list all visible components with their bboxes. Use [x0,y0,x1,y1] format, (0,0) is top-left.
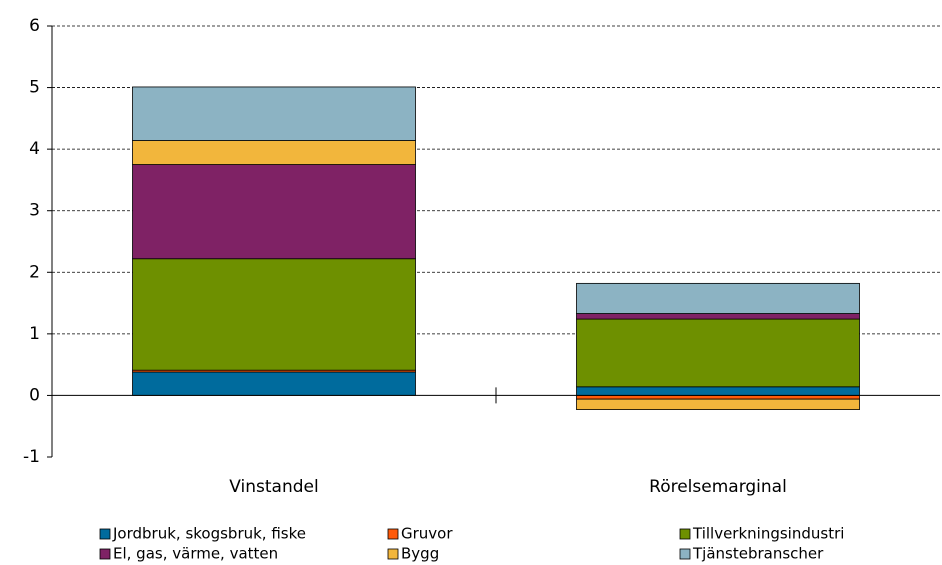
bar-segment [576,318,860,388]
y-tick-label: -1 [23,447,40,467]
legend-marker [387,528,399,540]
y-tick-label: 4 [29,139,40,159]
bar-segment [132,86,416,141]
legend-marker [99,548,111,560]
legend-label: Bygg [401,545,439,563]
bar-segment [576,398,860,410]
bar-segment [576,282,860,314]
bar-segment [576,386,860,396]
legend-label: Tillverkningsindustri [692,525,844,543]
y-tick-label: 2 [29,262,40,282]
y-tick-label: 1 [29,324,40,344]
y-tick-label: 5 [29,78,40,98]
legend-label: Jordbruk, skogsbruk, fiske [112,525,306,543]
bar-segment [132,371,416,396]
bar-segment [132,164,416,260]
legend-marker [99,528,111,540]
y-tick-label: 6 [29,16,40,36]
x-tick-label: Vinstandel [229,477,318,497]
bar-segment [132,140,416,165]
legend-label: Tjänstebranscher [692,545,824,563]
bar-segment [576,313,860,320]
y-tick-label: 0 [29,385,40,405]
legend-marker [679,548,691,560]
legend-label: El, gas, värme, vatten [113,545,278,563]
y-tick-label: 3 [29,201,40,221]
legend-marker [679,528,691,540]
bar-segment [576,395,860,400]
legend-label: Gruvor [401,525,453,543]
legend-marker [387,548,399,560]
bar-segment [132,258,416,371]
x-tick-label: Rörelsemarginal [649,477,787,497]
